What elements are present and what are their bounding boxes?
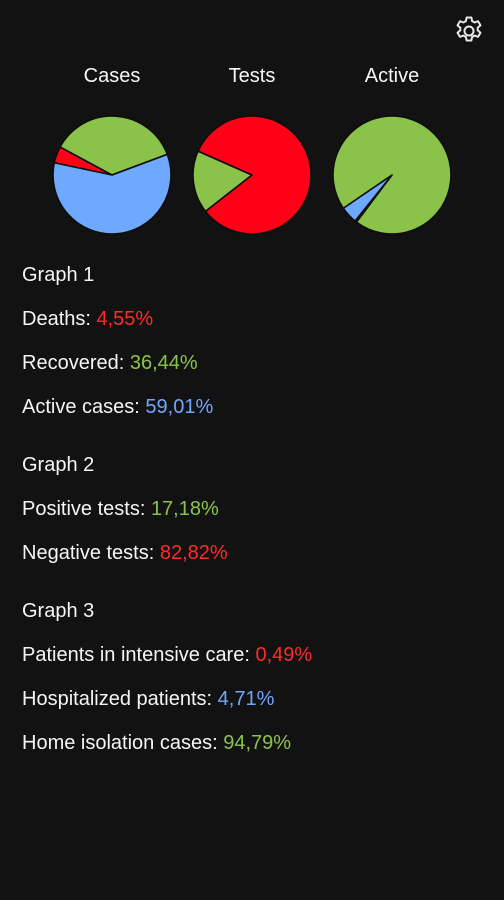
charts-row: Cases Tests Active [42, 62, 462, 242]
stats-group-3: Graph 3 Patients in intensive care: 0,49… [22, 594, 492, 760]
stat-label: Deaths: [22, 308, 97, 330]
stat-label: Home isolation cases: [22, 732, 224, 754]
chart-title: Tests [228, 65, 276, 87]
stat-value: 59,01% [145, 396, 214, 418]
stat-value: 94,79% [223, 732, 292, 754]
stat-value: 36,44% [129, 352, 198, 374]
chart-tests: Tests [182, 62, 322, 235]
pie-slice-active-cases [52, 153, 172, 235]
chart-title: Cases [83, 65, 141, 87]
stat-label: Patients in intensive care: [22, 644, 256, 666]
chart-title: Active [364, 65, 420, 87]
stat-value: 82,82% [159, 542, 228, 564]
stat-label: Positive tests: [22, 498, 151, 520]
stat-value: 4,55% [96, 308, 154, 330]
stat-row-home-isolation: Home isolation cases: 94,79% [22, 726, 492, 760]
group-title: Graph 3 [22, 600, 95, 622]
group-title: Graph 2 [22, 454, 95, 476]
pie-chart-cases [52, 115, 172, 235]
stat-row-intensive-care: Patients in intensive care: 0,49% [22, 638, 492, 672]
stat-label: Recovered: [22, 352, 130, 374]
stats-group-2: Graph 2 Positive tests: 17,18% Negative … [22, 448, 492, 570]
stat-row-positive-tests: Positive tests: 17,18% [22, 492, 492, 526]
stat-row-negative-tests: Negative tests: 82,82% [22, 536, 492, 570]
stat-label: Negative tests: [22, 542, 160, 564]
pie-chart-tests [192, 115, 312, 235]
stats-list: Graph 1 Deaths: 4,55% Recovered: 36,44% … [22, 258, 492, 784]
chart-cases: Cases [42, 62, 182, 235]
pie-chart-active [332, 115, 452, 235]
pie-slice-recovered [59, 115, 169, 176]
stat-label: Active cases: [22, 396, 146, 418]
group-title: Graph 1 [22, 264, 95, 286]
stat-value: 17,18% [150, 498, 219, 520]
pie-slice-negative-tests [197, 115, 312, 235]
gear-icon [456, 16, 482, 42]
chart-active: Active [322, 62, 462, 235]
stats-group-1: Graph 1 Deaths: 4,55% Recovered: 36,44% … [22, 258, 492, 424]
stat-value: 0,49% [255, 644, 313, 666]
stat-row-deaths: Deaths: 4,55% [22, 302, 492, 336]
stat-row-hospitalized: Hospitalized patients: 4,71% [22, 682, 492, 716]
stat-label: Hospitalized patients: [22, 688, 218, 710]
pie-slice-home-isolation-cases [332, 115, 452, 235]
stat-value: 4,71% [217, 688, 275, 710]
stat-row-recovered: Recovered: 36,44% [22, 346, 492, 380]
settings-button[interactable] [452, 14, 486, 48]
stat-row-active-cases: Active cases: 59,01% [22, 390, 492, 424]
pie-slice-positive-tests [192, 150, 253, 213]
